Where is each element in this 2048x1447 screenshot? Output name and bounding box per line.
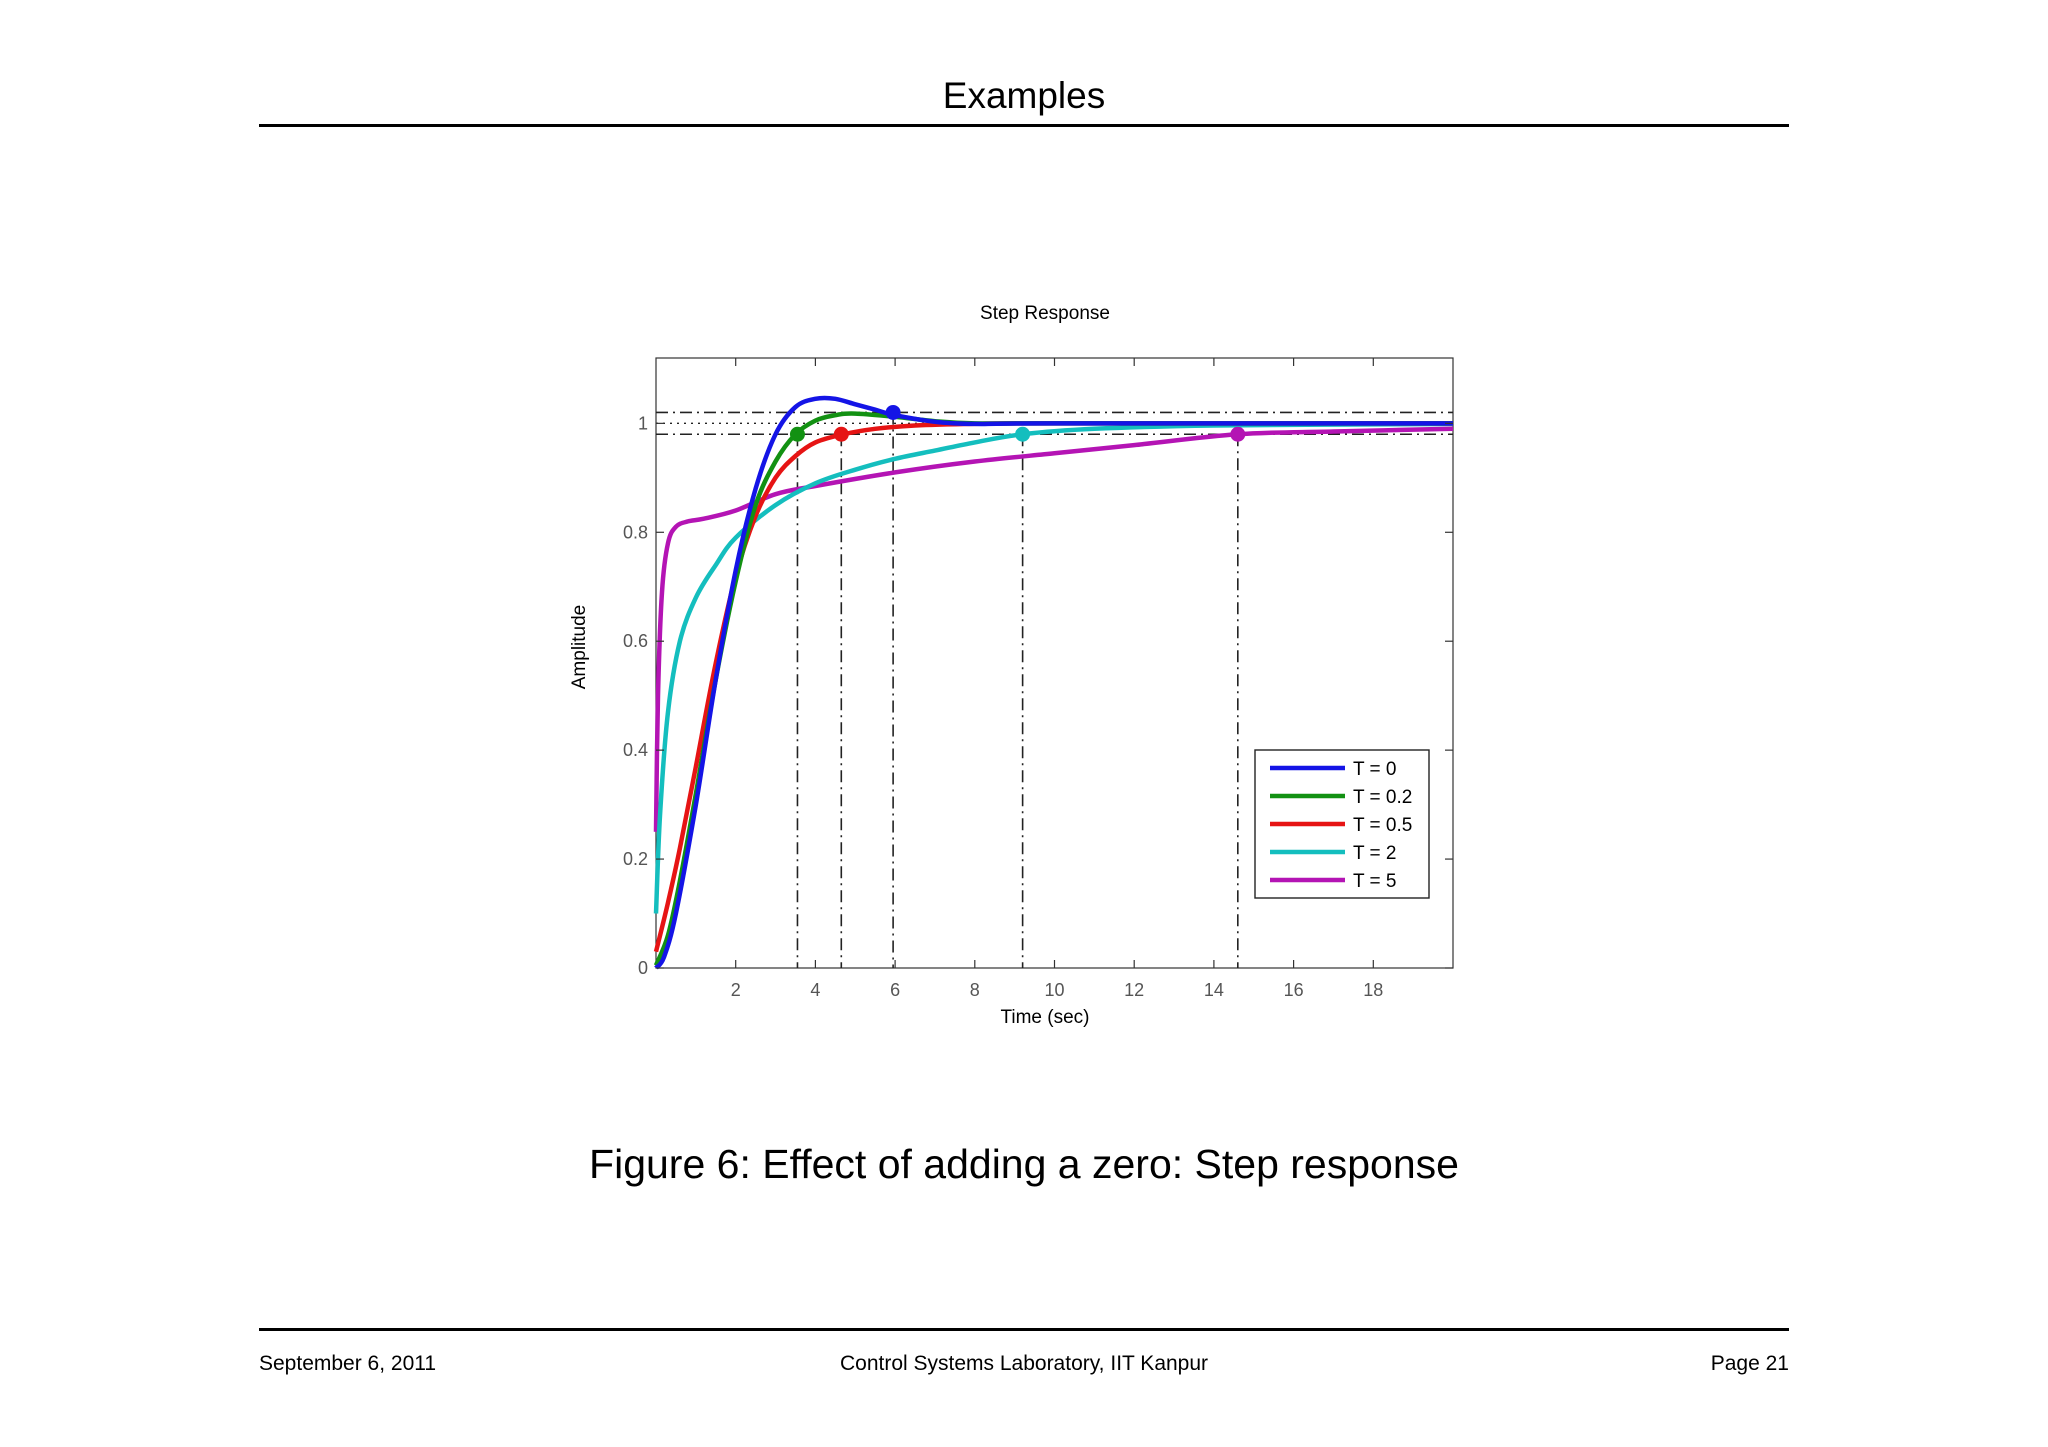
legend-label-3: T = 2: [1353, 843, 1396, 864]
legend-label-1: T = 0.2: [1353, 787, 1412, 808]
x-tick-label: 12: [1124, 980, 1144, 1000]
settling-guides: [656, 411, 1453, 968]
y-tick-label: 0: [638, 958, 648, 978]
series-line-3: [653, 421, 1454, 914]
y-tick-label: 0.8: [623, 522, 648, 542]
y-tick-label: 1: [638, 413, 648, 433]
page-title: Examples: [942, 75, 1106, 116]
settling-point-2: [833, 426, 849, 442]
legend-label-2: T = 0.5: [1353, 815, 1412, 836]
settling-point-3: [1015, 426, 1031, 442]
settling-point-1: [789, 426, 805, 442]
footer-lab: Control Systems Laboratory, IIT Kanpur: [839, 1352, 1209, 1375]
footer-page: Page 21: [1710, 1352, 1789, 1375]
x-axis-label: Time (sec): [1000, 1007, 1089, 1028]
legend-label-4: T = 5: [1353, 871, 1396, 892]
y-tick-label: 0.6: [623, 631, 648, 651]
x-tick-label: 14: [1204, 980, 1224, 1000]
footer-rule: [259, 1328, 1789, 1331]
x-tick-label: 10: [1044, 980, 1064, 1000]
y-axis-label: Amplitude: [569, 605, 590, 690]
x-tick-label: 4: [810, 980, 820, 1000]
x-tick-label: 18: [1363, 980, 1383, 1000]
figure-caption: Figure 6: Effect of adding a zero: Step …: [589, 1141, 1459, 1187]
settling-point-0: [885, 404, 901, 420]
legend-label-0: T = 0: [1353, 759, 1396, 780]
x-tick-label: 2: [731, 980, 741, 1000]
x-tick-label: 8: [970, 980, 980, 1000]
legend: T = 0 T = 0.2 T = 0.5 T = 2 T = 5: [1254, 749, 1430, 899]
chart-title: Step Response: [980, 303, 1110, 324]
settling-point-4: [1230, 426, 1246, 442]
footer-date: September 6, 2011: [259, 1352, 437, 1375]
x-tick-label: 16: [1284, 980, 1304, 1000]
settling-markers: [789, 404, 1246, 442]
series-line-4: [653, 426, 1454, 832]
axis-ticks: 2 4 6 8 10 12 14 16 18 0 0.2 0.4 0.6 0.8 1: [623, 358, 1453, 1000]
series-line-0: [654, 395, 1454, 970]
x-tick-label: 6: [890, 980, 900, 1000]
y-tick-label: 0.2: [623, 849, 648, 869]
header-rule: [259, 124, 1789, 127]
y-tick-label: 0.4: [623, 740, 648, 760]
